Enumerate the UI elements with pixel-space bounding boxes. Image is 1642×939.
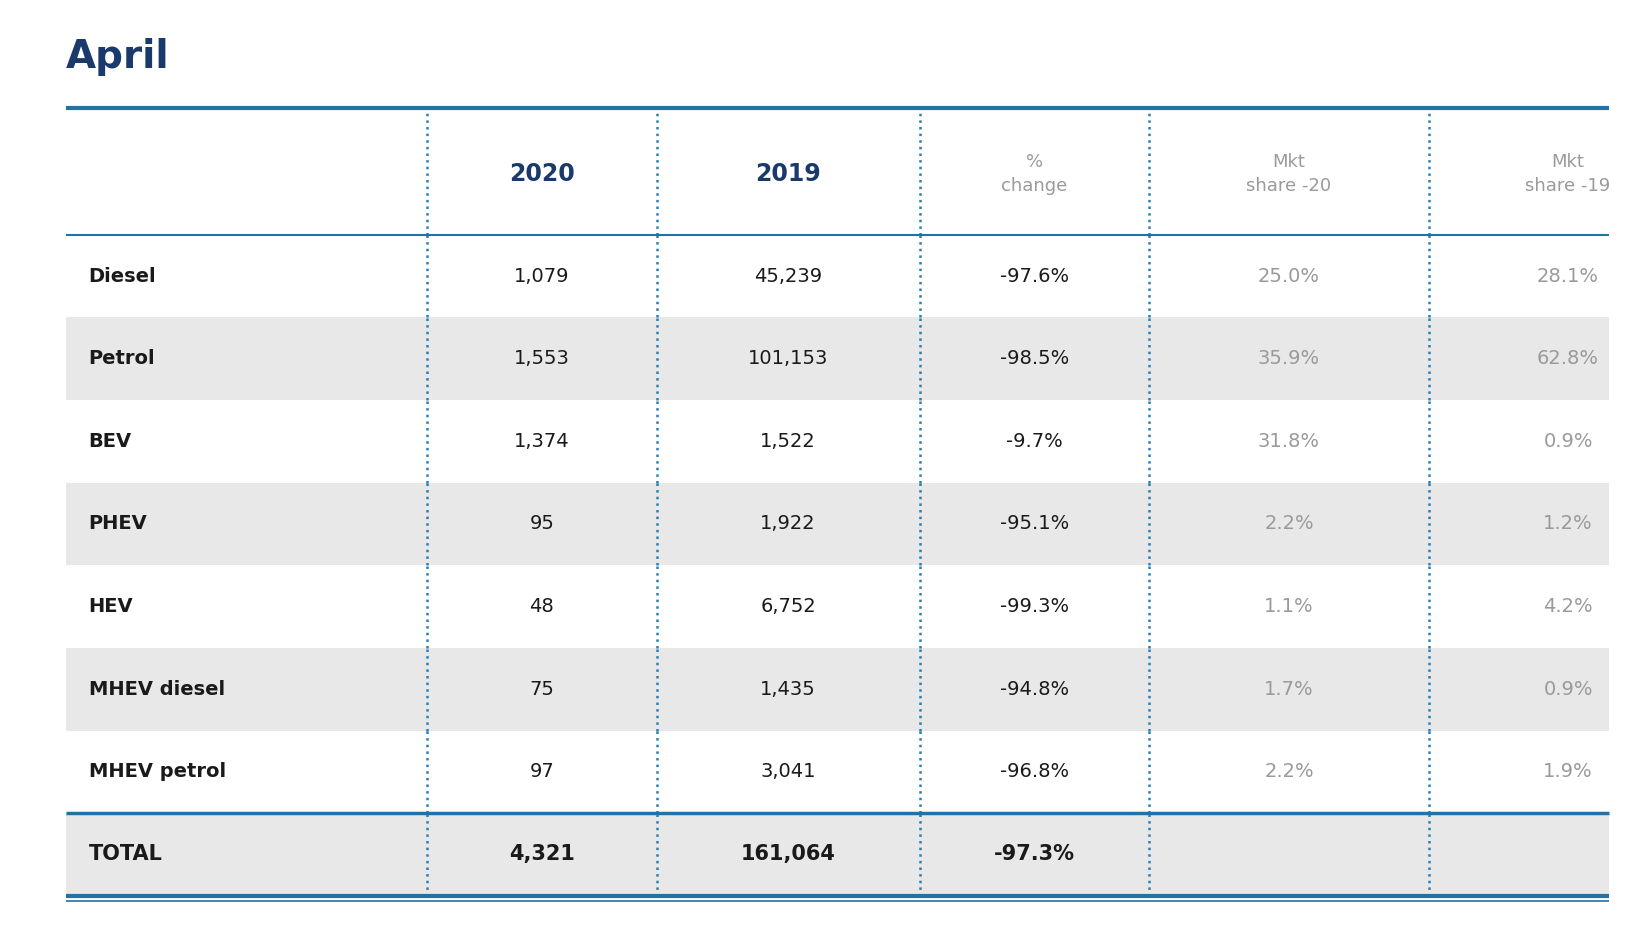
Text: Mkt
share -19: Mkt share -19: [1525, 153, 1611, 194]
FancyBboxPatch shape: [66, 235, 1609, 317]
Text: 1,079: 1,079: [514, 267, 570, 285]
FancyBboxPatch shape: [66, 113, 1609, 235]
Text: %
change: % change: [1002, 153, 1067, 194]
Text: -95.1%: -95.1%: [1000, 515, 1069, 533]
Text: 48: 48: [529, 597, 555, 616]
Text: 31.8%: 31.8%: [1258, 432, 1320, 451]
FancyBboxPatch shape: [66, 648, 1609, 731]
Text: 3,041: 3,041: [760, 762, 816, 781]
Text: 25.0%: 25.0%: [1258, 267, 1320, 285]
Text: -98.5%: -98.5%: [1000, 349, 1069, 368]
Text: 35.9%: 35.9%: [1258, 349, 1320, 368]
Text: 1,435: 1,435: [760, 680, 816, 699]
FancyBboxPatch shape: [66, 813, 1609, 896]
Text: -94.8%: -94.8%: [1000, 680, 1069, 699]
Text: -9.7%: -9.7%: [1007, 432, 1062, 451]
Text: 75: 75: [529, 680, 555, 699]
Text: 62.8%: 62.8%: [1537, 349, 1599, 368]
FancyBboxPatch shape: [66, 317, 1609, 400]
Text: April: April: [66, 38, 169, 75]
FancyBboxPatch shape: [66, 483, 1609, 565]
Text: 2020: 2020: [509, 162, 575, 186]
Text: 161,064: 161,064: [741, 844, 836, 865]
Text: Diesel: Diesel: [89, 267, 156, 285]
Text: -97.6%: -97.6%: [1000, 267, 1069, 285]
Text: -96.8%: -96.8%: [1000, 762, 1069, 781]
Text: 6,752: 6,752: [760, 597, 816, 616]
Text: 4,321: 4,321: [509, 844, 575, 865]
Text: 0.9%: 0.9%: [1543, 680, 1593, 699]
FancyBboxPatch shape: [66, 565, 1609, 648]
Text: 2019: 2019: [755, 162, 821, 186]
Text: 1,374: 1,374: [514, 432, 570, 451]
Text: MHEV diesel: MHEV diesel: [89, 680, 225, 699]
Text: 101,153: 101,153: [749, 349, 828, 368]
Text: 2.2%: 2.2%: [1264, 762, 1314, 781]
Text: 1,922: 1,922: [760, 515, 816, 533]
Text: 4.2%: 4.2%: [1543, 597, 1593, 616]
Text: 95: 95: [529, 515, 555, 533]
Text: -97.3%: -97.3%: [993, 844, 1076, 865]
Text: PHEV: PHEV: [89, 515, 148, 533]
Text: -99.3%: -99.3%: [1000, 597, 1069, 616]
Text: 97: 97: [529, 762, 555, 781]
Text: 1.2%: 1.2%: [1543, 515, 1593, 533]
Text: TOTAL: TOTAL: [89, 844, 163, 865]
Text: Petrol: Petrol: [89, 349, 156, 368]
FancyBboxPatch shape: [66, 731, 1609, 813]
Text: HEV: HEV: [89, 597, 133, 616]
Text: 2.2%: 2.2%: [1264, 515, 1314, 533]
Text: 1.7%: 1.7%: [1264, 680, 1314, 699]
Text: 28.1%: 28.1%: [1537, 267, 1599, 285]
Text: 1.1%: 1.1%: [1264, 597, 1314, 616]
Text: MHEV petrol: MHEV petrol: [89, 762, 227, 781]
Text: Mkt
share -20: Mkt share -20: [1246, 153, 1332, 194]
FancyBboxPatch shape: [66, 400, 1609, 483]
Text: 0.9%: 0.9%: [1543, 432, 1593, 451]
Text: 45,239: 45,239: [754, 267, 823, 285]
Text: 1,522: 1,522: [760, 432, 816, 451]
Text: 1,553: 1,553: [514, 349, 570, 368]
Text: 1.9%: 1.9%: [1543, 762, 1593, 781]
Text: BEV: BEV: [89, 432, 131, 451]
